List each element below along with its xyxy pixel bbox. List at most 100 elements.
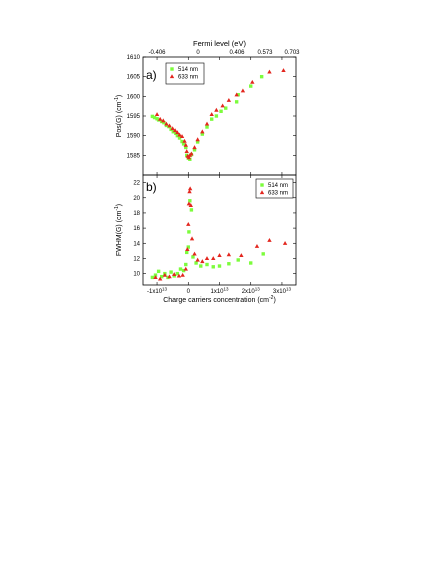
x-tick-label-mantissa: 0 xyxy=(187,289,191,295)
data-point-square xyxy=(180,139,184,144)
y-tick-label: 14 xyxy=(133,241,140,247)
y-tick-label: 20 xyxy=(133,196,140,202)
data-point-triangle xyxy=(185,247,190,251)
top-tick-label: -0.406 xyxy=(148,50,166,56)
data-point-triangle xyxy=(187,189,192,194)
data-point-square xyxy=(177,136,182,140)
data-point-square xyxy=(249,84,253,88)
data-point-triangle xyxy=(176,273,182,278)
x-tick-label: 1x1013 xyxy=(210,287,229,296)
data-point-triangle xyxy=(182,138,187,143)
data-point-triangle xyxy=(183,266,188,271)
data-point-triangle xyxy=(217,253,222,258)
y-axis-title-sup: -1 xyxy=(114,206,120,211)
data-point-triangle xyxy=(170,126,175,131)
data-point-square xyxy=(214,114,219,118)
data-point-square xyxy=(187,230,191,234)
x-axis-title-main: Charge carriers concentration (cm xyxy=(163,297,269,304)
data-point-square xyxy=(189,208,194,212)
data-point-triangle xyxy=(153,275,158,280)
data-point-triangle xyxy=(184,149,189,153)
y-tick-label: 1610 xyxy=(127,55,141,61)
data-point-triangle xyxy=(188,203,193,207)
legend-label: 633 nm xyxy=(178,75,198,81)
x-tick-label-mantissa: 2x10 xyxy=(242,289,256,295)
data-point-square xyxy=(150,114,155,119)
data-point-square xyxy=(186,245,190,249)
data-point-triangle xyxy=(179,134,185,139)
data-point-square xyxy=(185,250,189,255)
data-point-triangle xyxy=(187,186,193,191)
y-tick-label: 22 xyxy=(133,181,140,187)
data-point-square xyxy=(249,261,253,265)
data-point-triangle xyxy=(189,236,195,241)
data-point-triangle xyxy=(267,237,272,242)
top-tick-label: 0.703 xyxy=(284,50,300,56)
x-tick-label-mantissa: 1x10 xyxy=(210,289,224,295)
y-tick-label: 10 xyxy=(133,272,140,278)
data-point-square xyxy=(184,262,188,267)
data-point-square xyxy=(175,133,180,138)
data-point-triangle xyxy=(234,92,239,97)
data-point-square xyxy=(205,125,209,129)
data-point-triangle xyxy=(220,103,225,108)
data-point-square xyxy=(185,153,189,158)
x-axis-title-sup: -2 xyxy=(269,295,274,301)
x-axis-title: Charge carriers concentration (cm-2) xyxy=(163,295,276,304)
x-tick-label-exp: 13 xyxy=(162,287,168,292)
data-point-triangle xyxy=(157,276,163,281)
data-point-square xyxy=(188,199,192,203)
y-axis-title: Pos(G) (cm-1) xyxy=(114,95,123,138)
data-point-triangle xyxy=(250,79,255,84)
data-point-square xyxy=(236,258,240,262)
data-point-triangle xyxy=(282,240,288,245)
legend-marker-square xyxy=(170,67,174,71)
x-tick-label: -1x1013 xyxy=(147,287,168,296)
x-axis-title-end: ) xyxy=(273,297,275,304)
data-point-triangle xyxy=(211,256,216,261)
data-point-triangle xyxy=(204,121,210,126)
data-point-triangle xyxy=(214,107,219,112)
y-tick-label: 1590 xyxy=(127,134,141,140)
data-point-triangle xyxy=(164,121,169,126)
data-point-square xyxy=(191,255,195,259)
y-tick-label: 1585 xyxy=(127,153,141,159)
y-tick-label: 16 xyxy=(133,226,140,232)
data-point-square xyxy=(200,132,205,136)
y-axis-title-end: ) xyxy=(116,204,123,206)
data-point-triangle xyxy=(226,97,232,102)
y-axis-title-main: FWHM(G) (cm xyxy=(116,210,123,256)
data-point-square xyxy=(160,274,164,279)
data-point-square xyxy=(205,262,209,267)
data-point-triangle xyxy=(172,128,178,133)
data-point-triangle xyxy=(180,272,185,277)
data-point-square xyxy=(259,74,264,79)
data-point-triangle xyxy=(162,272,168,277)
x-tick-label: 3x1013 xyxy=(273,287,292,296)
data-point-triangle xyxy=(186,155,192,160)
data-point-square xyxy=(150,275,155,280)
legend-box xyxy=(255,178,294,199)
y-axis-title-main: Pos(G) (cm xyxy=(116,101,123,137)
y-tick-label: 1595 xyxy=(127,114,141,120)
data-point-triangle xyxy=(167,123,172,128)
data-point-square xyxy=(211,265,215,269)
legend-marker-square xyxy=(260,183,264,187)
y-axis-title: FWHM(G) (cm-1) xyxy=(114,204,123,256)
x-tick-label: 2x1013 xyxy=(242,287,261,296)
panel-letter: b) xyxy=(146,180,157,194)
data-marks xyxy=(150,68,288,281)
data-point-square xyxy=(169,270,173,274)
data-point-triangle xyxy=(192,251,197,256)
top-tick-label: 0.406 xyxy=(229,50,245,56)
legend-label: 514 nm xyxy=(178,67,198,73)
legends: 514 nm 633 nm 514 nm 633 nm xyxy=(165,62,294,199)
y-tick-label: 18 xyxy=(133,211,140,217)
data-point-square xyxy=(178,267,183,271)
data-point-triangle xyxy=(175,130,180,135)
data-point-square xyxy=(209,117,214,121)
data-point-square xyxy=(199,264,203,268)
data-point-triangle xyxy=(200,129,205,134)
